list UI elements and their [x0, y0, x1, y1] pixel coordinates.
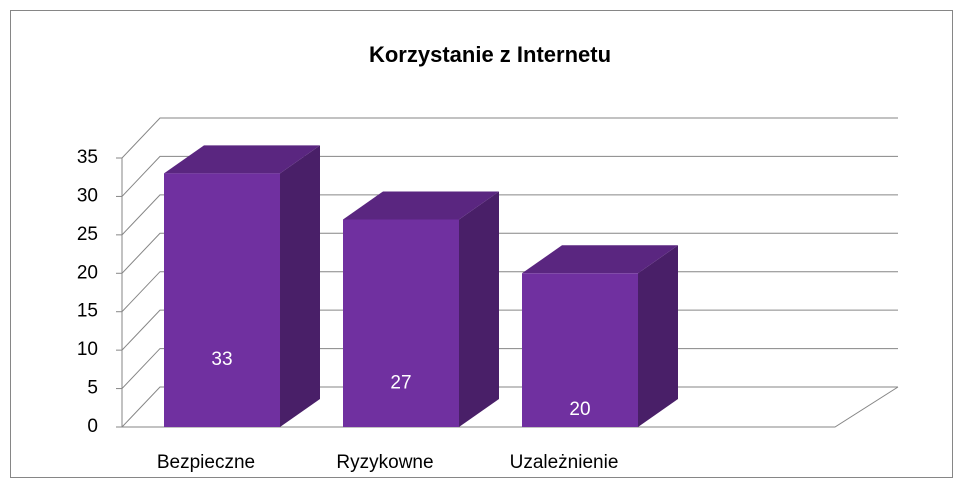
x-tick-label: Uzależnienie [510, 452, 619, 473]
y-tick-label: 0 [87, 416, 98, 437]
bar [164, 173, 280, 427]
y-tick-label: 30 [77, 185, 98, 206]
grid-line [121, 232, 898, 274]
bar-top [164, 145, 320, 174]
bar [343, 219, 459, 427]
bar-side [459, 191, 499, 427]
chart-title: Korzystanie z Internetu [369, 42, 611, 67]
bar [522, 273, 638, 427]
bar-top [522, 245, 678, 274]
y-tick-label: 35 [77, 147, 98, 168]
grid-line [121, 194, 898, 236]
x-tick-label: Bezpieczne [157, 452, 255, 473]
x-tick-label: Ryzykowne [336, 452, 433, 473]
bar-side [638, 245, 678, 427]
y-tick-label: 5 [87, 378, 98, 399]
grid-line [121, 117, 898, 159]
data-label: 33 [211, 349, 232, 370]
y-tick-label: 10 [77, 339, 98, 360]
bar-top [343, 191, 499, 220]
y-tick-label: 25 [77, 224, 98, 245]
data-label: 27 [390, 372, 411, 393]
bar-side [280, 145, 320, 427]
y-tick-label: 20 [77, 262, 98, 283]
grid-line [121, 155, 898, 197]
data-label: 20 [569, 399, 590, 420]
y-tick-label: 15 [77, 301, 98, 322]
